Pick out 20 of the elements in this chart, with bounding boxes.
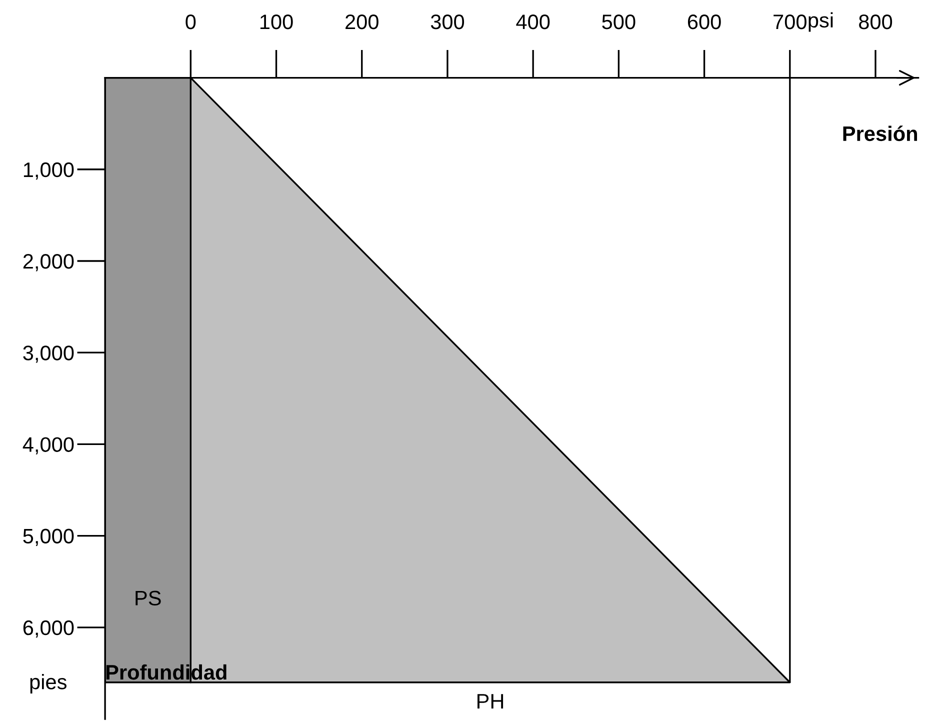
text: pies bbox=[30, 674, 66, 694]
y-tick-label: 2,000 bbox=[23, 254, 74, 272]
x-tick-label: 600 bbox=[688, 14, 721, 30]
x-tick-label: 100 bbox=[260, 14, 293, 30]
band-label: PS bbox=[136, 590, 161, 606]
y-tick-label: 1,000 bbox=[24, 162, 74, 180]
series-label: PH bbox=[478, 694, 504, 708]
x-tick-label: 700 bbox=[774, 14, 806, 30]
y-tick-label: 5,000 bbox=[23, 528, 74, 546]
text: psi bbox=[808, 12, 833, 32]
x-tick-label: 300 bbox=[430, 14, 464, 30]
x-tick-label: 800 bbox=[859, 14, 892, 30]
y-tick-label: 3,000 bbox=[23, 346, 74, 363]
x-tick-label: 400 bbox=[516, 14, 550, 30]
y-tick-label: 4,000 bbox=[22, 437, 74, 454]
x-tick-label: 200 bbox=[346, 14, 378, 30]
x-axis-title: Presión bbox=[843, 126, 918, 142]
x-tick-label: 0 bbox=[186, 14, 196, 30]
y-tick-label: 6,000 bbox=[23, 620, 74, 638]
x-tick-label: 500 bbox=[602, 14, 636, 30]
